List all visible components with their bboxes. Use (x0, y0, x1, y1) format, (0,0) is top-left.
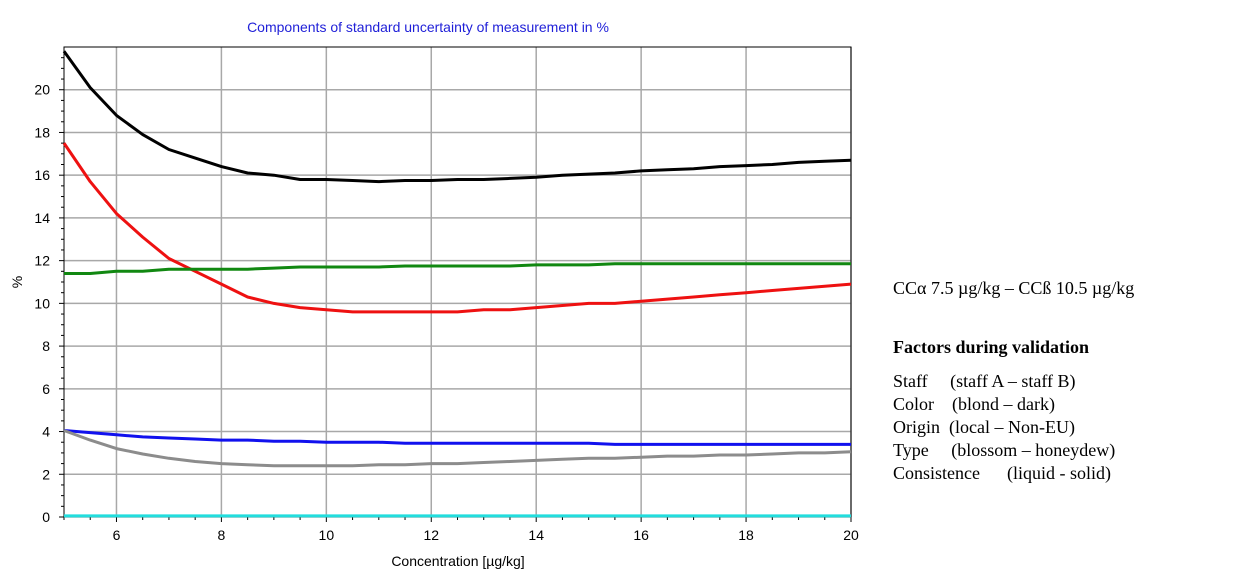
factor-origin: Origin (local – Non-EU) (893, 417, 1075, 437)
side-panel: CCα 7.5 µg/kg – CCß 10.5 µg/kg Factors d… (893, 278, 1233, 485)
plot-frame (63, 46, 852, 518)
factors-list: Staff (staff A – staff B) Color (blond –… (893, 370, 1233, 485)
series-line-3 (64, 262, 851, 275)
y-axis-label: % (9, 276, 25, 288)
axis-ticks: 6 8 10 12 14 16 18 20 0 2 4 6 8 10 12 14 16 18 20 (34, 57, 859, 543)
y-tick-label: 14 (34, 210, 50, 226)
x-tick-label: 8 (218, 527, 226, 543)
series-line-1 (62, 142, 852, 314)
factors-title: Factors during validation (893, 337, 1090, 357)
grid (64, 47, 852, 517)
y-tick-label: 16 (34, 167, 50, 183)
y-tick-label: 8 (42, 338, 50, 354)
factor-color: Color (blond – dark) (893, 394, 1055, 414)
y-tick-label: 4 (42, 424, 50, 440)
factor-consistence: Consistence (liquid - solid) (893, 463, 1111, 483)
factor-type: Type (blossom – honeydew) (893, 440, 1116, 460)
y-tick-label: 18 (34, 124, 50, 140)
series-lines (62, 50, 852, 518)
y-tick-label: 0 (42, 509, 50, 525)
x-tick-label: 10 (319, 527, 335, 543)
x-tick-label: 14 (528, 527, 544, 543)
chart-title: Components of standard uncertainty of me… (247, 19, 609, 35)
series-line-4 (63, 429, 852, 468)
y-tick-label: 20 (34, 82, 50, 98)
x-tick-label: 16 (633, 527, 649, 543)
series-line-2 (63, 429, 851, 446)
y-tick-label: 2 (42, 466, 50, 482)
x-tick-label: 12 (423, 527, 439, 543)
x-tick-label: 18 (738, 527, 754, 543)
y-tick-label: 10 (34, 295, 50, 311)
cc-alpha-beta-text: CCα 7.5 µg/kg – CCß 10.5 µg/kg (893, 278, 1135, 298)
x-axis-label: Concentration [µg/kg] (391, 553, 524, 569)
y-tick-label: 6 (42, 381, 50, 397)
y-tick-label: 12 (34, 253, 50, 269)
series-line-6 (62, 50, 852, 184)
x-tick-label: 20 (843, 527, 859, 543)
factor-staff: Staff (staff A – staff B) (893, 371, 1076, 391)
x-tick-label: 6 (113, 527, 121, 543)
uncertainty-chart: Components of standard uncertainty of me… (9, 19, 859, 569)
